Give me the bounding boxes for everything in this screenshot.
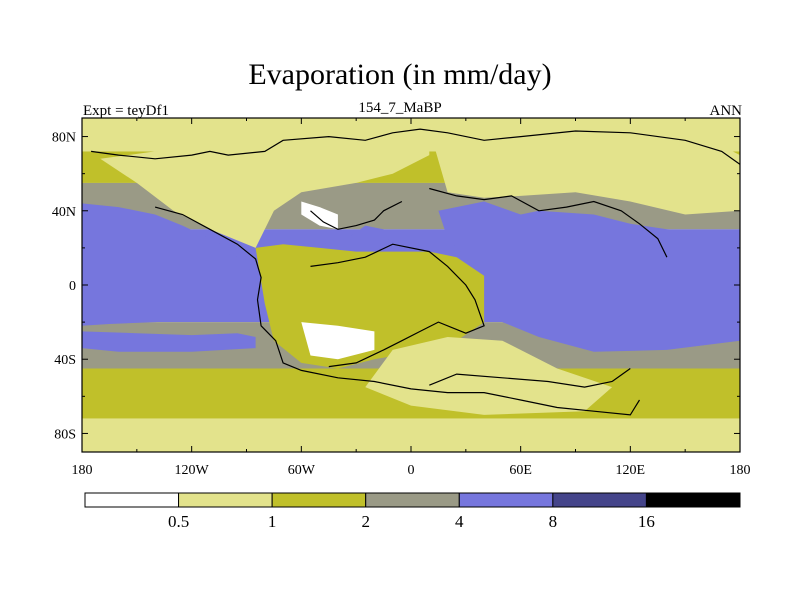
colorbar: 0.5 1 2 4 8 16	[84, 492, 741, 531]
field-region-eurasia	[429, 129, 740, 215]
x-tick-label: 180	[730, 463, 751, 478]
colorbar-swatch	[365, 492, 460, 508]
x-tick-label: 180	[72, 463, 93, 478]
field-region-southern-continent-east	[365, 337, 613, 415]
field-region-arid-northern-continent	[301, 201, 338, 230]
y-tick-label: 80S	[54, 427, 76, 442]
y-tick-label: 0	[69, 279, 76, 294]
field-region-tethys-ocean	[438, 201, 740, 352]
x-tick-label: 120E	[616, 463, 646, 478]
field-region-south-ocean	[82, 331, 256, 352]
x-tick-label: 60W	[288, 463, 316, 478]
colorbar-label: 16	[638, 512, 655, 531]
coastline	[429, 187, 668, 258]
axes: 180 120W 60W 0 60E 120E 180 80N 40N 0 40S 80S	[52, 118, 751, 478]
coastline	[310, 243, 485, 368]
colorbar-swatch	[178, 492, 273, 508]
coastline	[310, 200, 403, 230]
y-tick-label: 40N	[52, 205, 76, 220]
season-label: ANN	[709, 103, 743, 119]
x-tick-label: 60E	[509, 463, 532, 478]
field-region-north-america	[100, 129, 430, 248]
coastline	[429, 368, 631, 388]
field-region-tropical-ocean	[82, 203, 256, 326]
x-tick-label: 0	[408, 463, 415, 478]
colorbar-swatch	[271, 492, 367, 508]
colorbar-label: 2	[361, 512, 370, 531]
y-tick-label: 40S	[54, 353, 76, 368]
coastlines	[91, 128, 740, 416]
colorbar-swatch	[84, 492, 180, 508]
experiment-label: Expt = teyDf1	[83, 103, 169, 119]
coastline	[154, 206, 641, 416]
colorbar-label: 4	[455, 512, 464, 531]
chart-title: Evaporation (in mm/day)	[248, 58, 552, 91]
x-tick-label: 120W	[175, 463, 210, 478]
evaporation-field	[82, 118, 740, 452]
colorbar-swatch	[645, 492, 741, 508]
colorbar-swatch	[458, 492, 554, 508]
y-tick-label: 80N	[52, 131, 76, 146]
coastline	[91, 128, 740, 165]
colorbar-label: 0.5	[168, 512, 189, 531]
colorbar-swatch	[552, 492, 647, 508]
colorbar-label: 8	[549, 512, 558, 531]
field-region-arid-southern-continent	[301, 322, 375, 360]
period-label: 154_7_MaBP	[358, 100, 442, 116]
colorbar-label: 1	[268, 512, 277, 531]
